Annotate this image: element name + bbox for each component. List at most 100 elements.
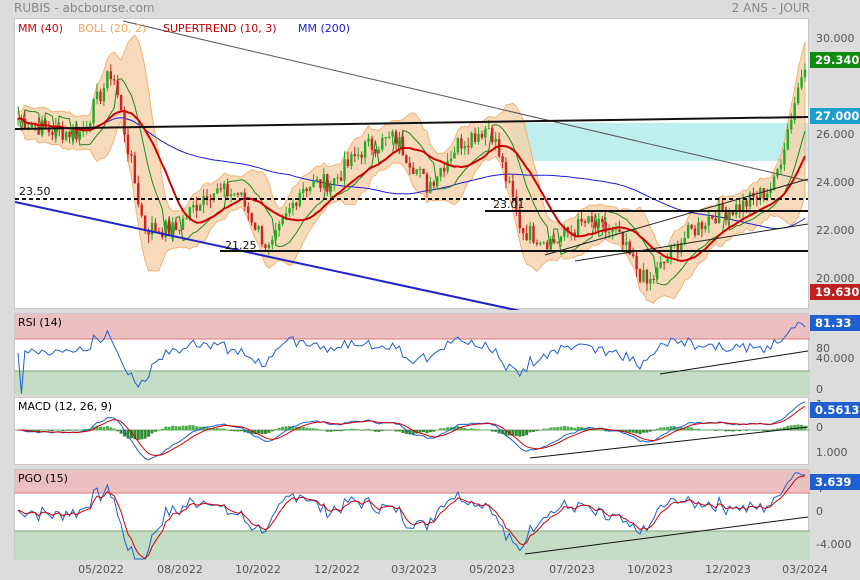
candle-body (549, 239, 552, 249)
candle-body (298, 192, 302, 206)
channel-top (544, 178, 809, 256)
candle-body (88, 123, 92, 128)
macd-tick-m1: 1.000 (816, 446, 848, 459)
ma40-line (18, 110, 806, 262)
y-tick-24: 24.000 (816, 176, 855, 189)
candle-body (800, 77, 803, 88)
candle-body (776, 169, 779, 177)
macd-hist-bar (239, 430, 243, 432)
candle-body (264, 244, 267, 249)
candle-body (666, 259, 669, 263)
candle-body (755, 196, 759, 199)
macd-hist-bar (95, 425, 99, 431)
candle-body (779, 164, 783, 170)
candle-body (470, 133, 473, 148)
macd-hist-bar (54, 429, 58, 431)
candle-body (724, 211, 728, 220)
candle-body (133, 155, 137, 184)
candle-body (274, 230, 277, 240)
macd-hist-bar (40, 429, 44, 431)
candle-body (656, 267, 659, 280)
candle-body (686, 224, 690, 238)
candle-body (765, 193, 769, 199)
legend-supertrend: SUPERTREND (10, 3) (163, 22, 277, 35)
macd-hist-bar (342, 429, 346, 431)
candle-body (126, 134, 130, 155)
macd-hist-bar (439, 428, 443, 431)
macd-hist-bar (322, 429, 326, 431)
candle-body (240, 192, 243, 195)
macd-hist-bar (74, 430, 78, 431)
candle-body (281, 218, 284, 225)
candle-body (47, 127, 51, 133)
macd-hist-bar (477, 429, 481, 431)
pgo-tick-0: 0 (816, 505, 823, 518)
macd-hist-bar (263, 430, 267, 434)
candle-body (253, 222, 257, 230)
pgo-signal-line (17, 475, 806, 560)
macd-hist-bar (466, 428, 470, 431)
candle-body (631, 254, 635, 257)
macd-hist-bar (593, 429, 597, 431)
candle-body (64, 131, 68, 140)
macd-hist-bar (504, 430, 508, 436)
rsi-tick-40: 40.000 (816, 352, 855, 365)
candle-body (109, 71, 112, 80)
annotation-2301: 23.01 (493, 198, 525, 211)
candle-body (229, 194, 233, 197)
x-tick: 05/2023 (469, 563, 515, 576)
candle-body (360, 154, 363, 158)
macd-hist-bar (556, 427, 560, 431)
candle-body (405, 155, 408, 164)
macd-hist-bar (518, 430, 522, 437)
x-tick: 10/2023 (627, 563, 673, 576)
candle-body (611, 229, 614, 233)
macd-hist-bar (112, 428, 116, 431)
candle-body (683, 237, 686, 243)
macd-hist-bar (394, 430, 398, 432)
macd-hist-bar (683, 427, 687, 431)
legend-boll: BOLL (20, 2) (78, 22, 147, 35)
candle-body (357, 154, 360, 157)
candle-body (336, 177, 339, 179)
candle-body (700, 222, 704, 230)
x-tick: 07/2023 (549, 563, 595, 576)
rsi-value-tag: 81.33 (810, 315, 860, 331)
candle-body (236, 193, 240, 195)
candle-body (178, 229, 181, 231)
candle-body (267, 244, 271, 249)
candle-body (497, 138, 501, 157)
candle-body (295, 202, 298, 206)
macd-hist-bar (731, 430, 735, 432)
candle-body (315, 179, 319, 181)
candle-body (291, 202, 295, 209)
macd-hist-bar (68, 430, 72, 431)
candle-body (209, 199, 212, 201)
candle-body (456, 138, 460, 153)
macd-hist-bar (727, 430, 731, 432)
macd-hist-bar (652, 430, 656, 431)
macd-hist-bar (576, 426, 580, 431)
candle-body (659, 262, 662, 268)
macd-hist-bar (391, 429, 395, 431)
candle-body (525, 233, 528, 241)
pgo-plot (15, 470, 810, 560)
macd-hist-bar (755, 430, 759, 431)
candle-body (467, 145, 470, 148)
candle-body (99, 91, 102, 102)
candle-body (559, 236, 563, 242)
candle-body (140, 204, 143, 216)
macd-tick-0: 0 (816, 421, 823, 434)
candle-body (645, 269, 649, 284)
macd-hist-bar (253, 430, 257, 435)
candle-body (628, 241, 631, 255)
candle-body (556, 241, 559, 243)
macd-hist-bar (33, 430, 37, 431)
macd-hist-bar (776, 428, 780, 431)
candle-body (528, 225, 532, 241)
candle-body (676, 244, 680, 253)
macd-hist-bar (373, 430, 377, 432)
candle-body (150, 222, 154, 235)
candle-body (106, 71, 109, 89)
macd-hist-bar (435, 429, 439, 431)
